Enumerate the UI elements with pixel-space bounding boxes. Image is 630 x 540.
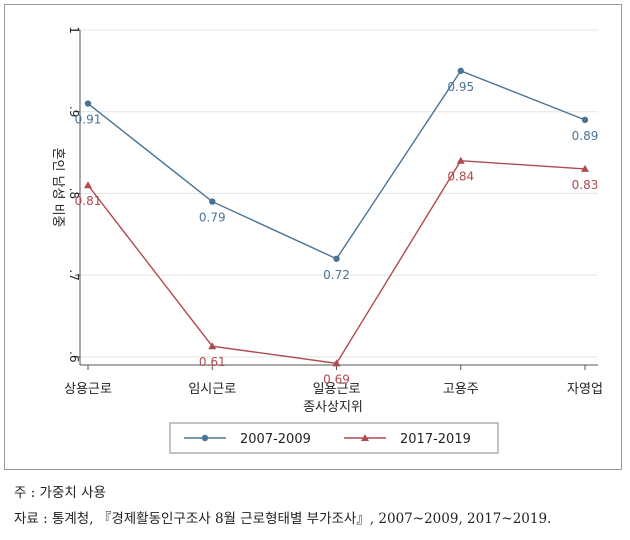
data-point [456,156,465,164]
data-label: 0.79 [199,211,226,225]
x-tick-label: 일용근로 [313,382,361,397]
series-line [87,160,586,365]
data-label: 0.69 [323,372,350,386]
gridlines [80,29,598,358]
data-point [581,164,589,172]
x-axis-label: 종사상지위 [303,400,363,415]
legend: 2007-2009 2017-2019 [169,422,499,454]
x-ticks: 상용근로 임시근로 일용근로 고용주 자영업 [64,365,603,397]
data-label: 0.84 [447,170,474,184]
series-2007-2009: 0.91 0.79 0.72 0.95 0.89 [75,67,599,282]
y-tick-label: .8 [67,188,81,199]
y-tick-label: .6 [67,351,81,362]
data-label: 0.91 [75,113,102,127]
y-axis-label: 혼인 남성 비중 [50,147,65,227]
series-layer: 0.91 0.79 0.72 0.95 0.89 0.81 0.61 0.69 0.84 0.83 [75,67,599,386]
line-chart: .6 .7 .8 .9 1 상용근로 임시근로 일용근로 고용주 자영업 혼인 남성 비중 종사… [50,26,603,454]
y-tick-label: .7 [67,269,81,280]
y-tick-label: 1 [67,26,81,34]
y-ticks: .6 .7 .8 .9 1 [67,26,81,362]
data-point [332,359,341,367]
data-label: 0.95 [447,80,474,94]
x-tick-label: 고용주 [443,382,479,397]
data-point [457,67,464,75]
legend-label: 2007-2009 [240,432,311,447]
data-label: 0.83 [572,178,599,192]
data-point [581,116,589,124]
x-tick-label: 자영업 [567,382,603,397]
data-point [208,342,217,350]
data-point [333,255,340,262]
note-weights: 주 : 가중치 사용 [14,485,106,501]
data-point [84,181,92,189]
data-label: 0.61 [199,355,226,369]
note-source: 자료 : 통계청, 『경제활동인구조사 8월 근로형태별 부가조사』, 2007… [14,511,552,527]
data-point [209,198,216,205]
legend-marker [361,434,369,441]
series-line [87,69,586,260]
data-label: 0.72 [323,268,350,282]
x-tick-label: 임시근로 [188,382,236,397]
data-label: 0.89 [572,129,599,143]
footnotes: 주 : 가중치 사용 자료 : 통계청, 『경제활동인구조사 8월 근로형태별 … [14,480,626,532]
chart-frame [4,4,622,470]
data-label: 0.81 [75,194,102,208]
legend-label: 2017-2019 [400,432,471,447]
x-tick-label: 상용근로 [64,382,112,397]
data-point [84,100,92,107]
series-2017-2019: 0.81 0.61 0.69 0.84 0.83 [75,156,599,386]
y-tick-label: .9 [67,106,81,117]
legend-marker [201,434,209,442]
